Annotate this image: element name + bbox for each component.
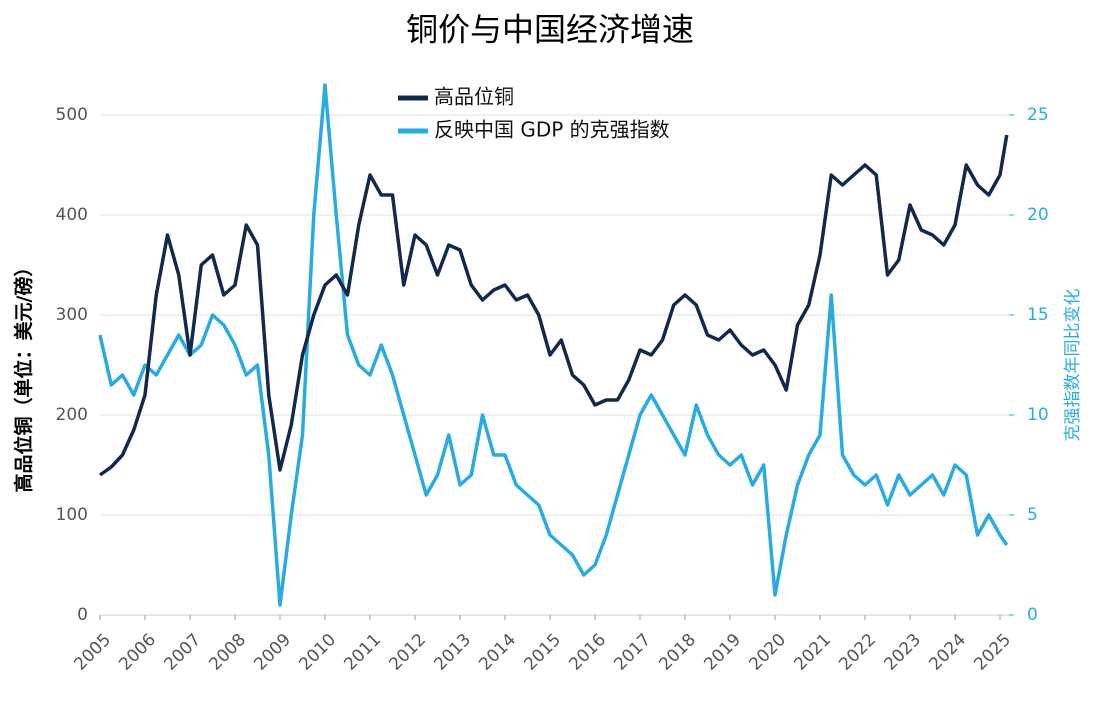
x-tick-label: 2025 — [970, 630, 1015, 675]
y2-tick-label: 25 — [1027, 105, 1049, 125]
y2-tick-label: 10 — [1027, 405, 1049, 425]
y2-tick-label: 15 — [1027, 305, 1049, 325]
x-tick-label: 2009 — [250, 630, 295, 675]
x-tick-label: 2020 — [745, 630, 790, 675]
y-tick-label: 200 — [56, 405, 88, 425]
y2-axis-label: 克强指数年同比变化 — [1063, 289, 1083, 442]
x-tick-label: 2022 — [835, 630, 880, 675]
y-tick-label: 500 — [56, 105, 88, 125]
y2-tick-label: 0 — [1027, 605, 1038, 625]
x-tick-label: 2014 — [475, 630, 520, 675]
x-tick-label: 2015 — [520, 630, 565, 675]
y-axis-label: 高品位铜（单位：美元/磅） — [12, 258, 35, 493]
x-tick-label: 2017 — [610, 630, 655, 675]
x-tick-label: 2006 — [115, 630, 160, 675]
legend-label: 高品位铜 — [434, 85, 514, 109]
x-tick-label: 2016 — [565, 630, 610, 675]
x-tick-label: 2008 — [205, 630, 250, 675]
x-tick-label: 2021 — [790, 630, 835, 675]
y-tick-label: 100 — [56, 505, 88, 525]
x-tick-label: 2019 — [700, 630, 745, 675]
y2-tick-label: 20 — [1027, 205, 1049, 225]
x-tick-label: 2005 — [70, 630, 115, 675]
x-tick-label: 2007 — [160, 630, 205, 675]
y-tick-label: 0 — [77, 605, 88, 625]
x-tick-label: 2024 — [925, 630, 970, 675]
x-tick-label: 2013 — [430, 630, 475, 675]
x-tick-label: 2018 — [655, 630, 700, 675]
x-tick-label: 2023 — [880, 630, 925, 675]
series-line — [98, 134, 1009, 477]
y-tick-label: 300 — [56, 305, 88, 325]
legend-label: 反映中国 GDP 的克强指数 — [434, 118, 670, 142]
x-tick-label: 2010 — [295, 630, 340, 675]
series-line — [98, 83, 1009, 607]
y-tick-label: 400 — [56, 205, 88, 225]
x-tick-label: 2011 — [340, 630, 385, 675]
chart-title: 铜价与中国经济增速 — [406, 11, 694, 49]
y2-tick-label: 5 — [1027, 505, 1038, 525]
x-tick-label: 2012 — [385, 630, 430, 675]
